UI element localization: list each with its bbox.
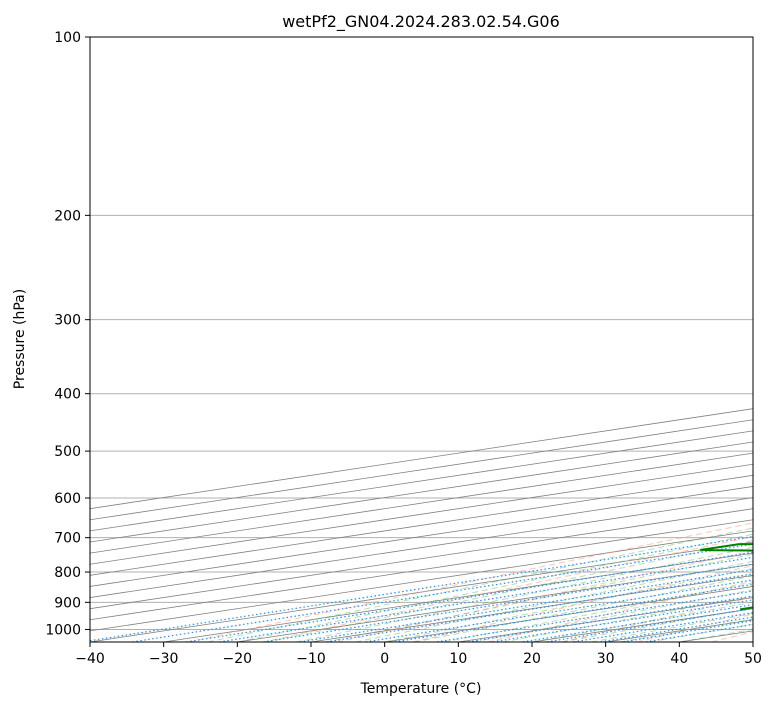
x-axis-title: Temperature (°C) <box>360 681 482 697</box>
mixing-ratio-line <box>488 599 753 642</box>
moist-adiabat-line <box>473 589 753 642</box>
dry-adiabat-line <box>186 522 753 642</box>
moist-adiabat-line <box>384 568 753 642</box>
mixing-ratio-line <box>215 556 753 642</box>
dry-adiabat-line <box>560 596 753 642</box>
mixing-ratio-lines <box>90 535 753 642</box>
moist-adiabat-lines <box>207 527 753 642</box>
isotherm-line <box>90 508 753 610</box>
isobar-gridlines <box>90 37 753 630</box>
x-tick-label: 20 <box>523 651 541 667</box>
isotherm-line <box>90 497 753 598</box>
isotherm-line <box>90 452 753 554</box>
dry-adiabat-line <box>335 550 753 642</box>
y-tick-label: 900 <box>54 595 81 611</box>
isotherm-line <box>90 463 753 565</box>
y-tick-label: 100 <box>54 30 81 46</box>
isotherm-lines <box>90 408 753 642</box>
plot-area <box>90 37 753 642</box>
x-tick-label: −30 <box>149 651 179 667</box>
dry-adiabat-line <box>410 565 753 642</box>
y-tick-label: 300 <box>54 313 81 329</box>
x-axis-ticks: −40 −30 −20 −10 0 10 20 30 40 50 <box>75 642 762 667</box>
x-tick-label: −20 <box>223 651 253 667</box>
isotherm-line <box>90 474 753 576</box>
mixing-ratio-line <box>90 535 753 642</box>
x-tick-label: 10 <box>449 651 467 667</box>
mixing-ratio-line <box>463 595 753 642</box>
chart-title: wetPf2_GN04.2024.283.02.54.G06 <box>282 12 560 32</box>
mixing-ratio-line <box>181 551 753 642</box>
isotherm-line <box>90 441 753 543</box>
mixing-ratio-line <box>542 607 753 642</box>
moist-adiabat-line <box>266 540 753 642</box>
mixing-ratio-line <box>432 590 753 642</box>
isotherm-line <box>90 530 753 632</box>
y-tick-label: 1000 <box>45 622 81 638</box>
y-axis-ticks: 100 200 300 400 500 600 700 800 900 1000 <box>45 30 90 638</box>
moist-adiabat-line <box>207 527 753 642</box>
y-tick-label: 500 <box>54 444 81 460</box>
y-tick-label: 400 <box>54 387 81 403</box>
moist-adiabat-line <box>443 582 753 642</box>
y-tick-label: 700 <box>54 531 81 547</box>
plot-content: 0.10.20.40.611.52346810131620253036-100-… <box>90 37 753 642</box>
x-tick-label: 50 <box>744 651 762 667</box>
y-tick-label: 600 <box>54 491 81 507</box>
x-tick-label: 0 <box>380 651 389 667</box>
plot-frame <box>89 36 754 643</box>
mixing-ratio-line <box>518 604 753 642</box>
isotherm-line <box>90 486 753 587</box>
x-tick-label: 30 <box>597 651 615 667</box>
y-tick-label: 800 <box>54 565 81 581</box>
moist-adiabat-line <box>237 533 753 642</box>
y-axis-title: Pressure (hPa) <box>12 289 28 389</box>
isotherm-line <box>90 519 753 621</box>
moist-adiabat-line <box>531 601 753 642</box>
y-tick-label: 200 <box>54 208 81 224</box>
moist-adiabat-line <box>296 546 753 642</box>
x-tick-label: −10 <box>296 651 326 667</box>
dry-adiabat-lines <box>186 522 753 642</box>
x-tick-label: −40 <box>75 651 105 667</box>
mixing-ratio-line <box>128 543 753 642</box>
x-tick-label: 40 <box>670 651 688 667</box>
